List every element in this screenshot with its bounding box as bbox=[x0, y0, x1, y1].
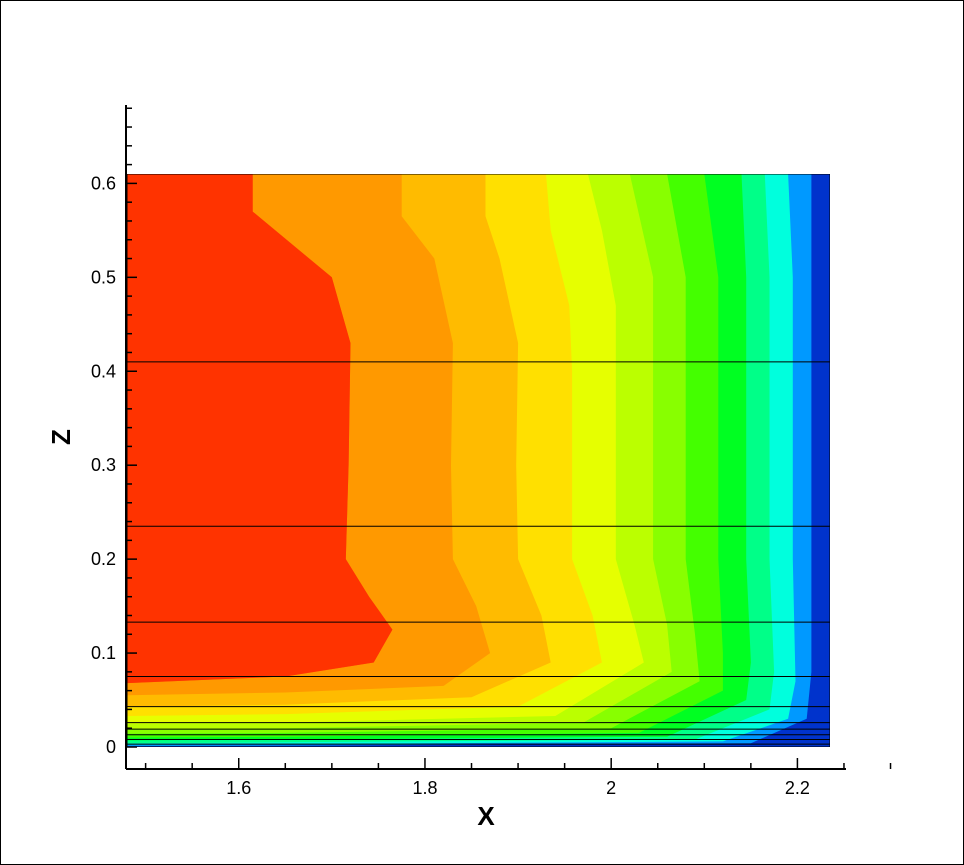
y-tick-label: 0.1 bbox=[91, 643, 116, 663]
y-tick-label: 0.5 bbox=[91, 267, 116, 287]
x-tick-label: 2 bbox=[606, 778, 616, 798]
horizontal-grid-lines bbox=[127, 174, 830, 747]
x-tick-label: 1.6 bbox=[226, 778, 251, 798]
x-tick-label: 2.2 bbox=[785, 778, 810, 798]
y-tick-label: 0.6 bbox=[91, 173, 116, 193]
y-tick-label: 0.4 bbox=[91, 361, 116, 381]
x-tick-label: 1.8 bbox=[412, 778, 437, 798]
y-axis-title: Z bbox=[46, 429, 76, 445]
y-tick-label: 0.3 bbox=[91, 455, 116, 475]
contour-fills bbox=[127, 174, 830, 747]
x-axis-title: X bbox=[477, 801, 495, 831]
y-tick-label: 0 bbox=[106, 737, 116, 757]
y-tick-label: 0.2 bbox=[91, 549, 116, 569]
contour-band-top bbox=[127, 174, 393, 684]
axes: 0 0.1 0.2 0.3 0.4 0.5 0.6 1.6 1.8 2 2.2 bbox=[91, 105, 892, 798]
